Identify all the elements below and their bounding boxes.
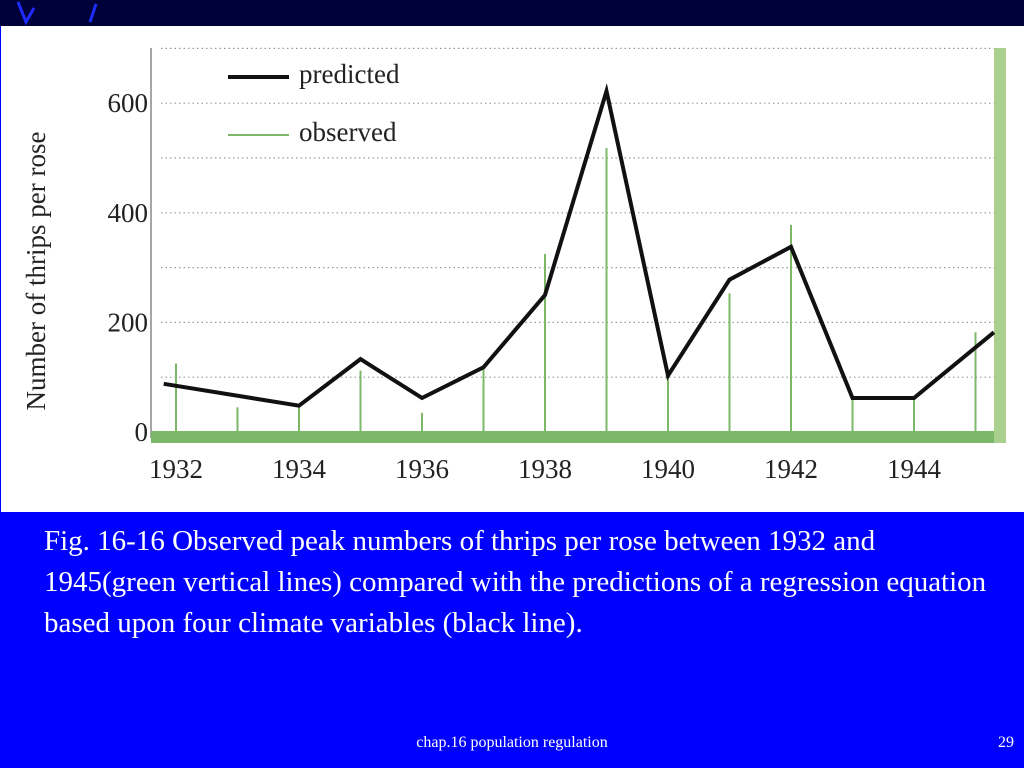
- figure-caption: Fig. 16-16 Observed peak numbers of thri…: [44, 525, 987, 639]
- right-border-bar: [994, 48, 1006, 443]
- y-axis-label: Number of thrips per rose: [21, 132, 51, 411]
- x-tick-labels: 1932 1934 1936 1938 1940 1942 1944: [149, 454, 942, 484]
- x-tick-label: 1942: [764, 454, 818, 484]
- axes: [150, 48, 1006, 443]
- figure-panel: 0 200 400 600 1932 1934 1936 1938 1940 1942 1944 …: [1, 26, 1024, 512]
- x-axis-bar: [151, 431, 996, 443]
- predicted-series: [163, 83, 996, 408]
- predicted-line: [163, 83, 996, 408]
- legend-observed-label: observed: [299, 117, 397, 147]
- grid-lines: [161, 47, 994, 378]
- y-tick-label: 0: [135, 417, 149, 447]
- slide-number: 29: [998, 734, 1014, 751]
- top-band: [0, 0, 1024, 26]
- x-tick-label: 1940: [641, 454, 695, 484]
- x-tick-label: 1938: [518, 454, 572, 484]
- footer-title: chap.16 population regulation: [416, 734, 608, 751]
- legend: predicted observed: [228, 59, 400, 147]
- y-tick-label: 600: [108, 88, 149, 118]
- y-tick-label: 400: [108, 198, 149, 228]
- observed-series: [175, 148, 977, 432]
- decorative-swoosh-icon: [16, 1, 98, 26]
- x-tick-label: 1932: [149, 454, 203, 484]
- legend-predicted-label: predicted: [299, 59, 400, 89]
- x-tick-label: 1934: [272, 454, 327, 484]
- y-tick-labels: 0 200 400 600: [108, 88, 149, 447]
- y-tick-label: 200: [108, 307, 149, 337]
- x-tick-label: 1936: [395, 454, 449, 484]
- x-tick-label: 1944: [887, 454, 942, 484]
